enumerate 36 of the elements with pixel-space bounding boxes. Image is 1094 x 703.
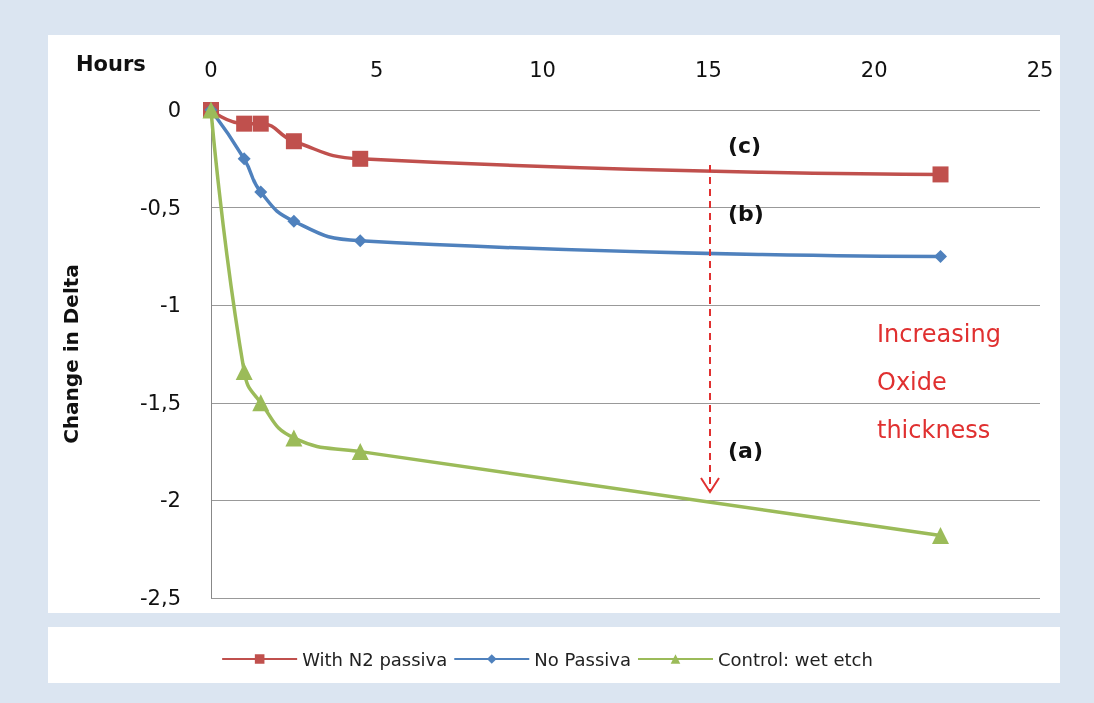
point xyxy=(287,214,301,228)
x-tick-label: 25 xyxy=(1026,57,1054,82)
y-axis-title: Change in Delta xyxy=(59,264,83,444)
y-tick-label: -0,5 xyxy=(140,195,181,220)
legend-label: Control: wet etch xyxy=(717,648,873,670)
x-tick-label: 0 xyxy=(204,57,218,82)
point xyxy=(254,185,268,199)
y-tick-label: -2 xyxy=(160,488,181,513)
legend-label: No Passiva xyxy=(534,648,631,670)
y-tick-label: -2,5 xyxy=(140,586,181,610)
point xyxy=(285,429,303,447)
point xyxy=(236,115,253,132)
point xyxy=(352,150,369,167)
point xyxy=(932,527,950,545)
point xyxy=(285,133,302,150)
annotation: (b) xyxy=(728,200,764,226)
x-tick-label: 10 xyxy=(529,57,556,82)
y-tick-label: -1,5 xyxy=(140,390,181,415)
annotation: (a) xyxy=(728,437,763,463)
legend-label: With N2 passiva xyxy=(302,648,448,670)
point xyxy=(252,115,269,132)
point xyxy=(235,363,253,381)
annotation: Increasing Oxide thickness xyxy=(877,320,1001,444)
x-tick-label: 20 xyxy=(860,57,888,82)
point xyxy=(353,234,367,248)
x-axis-title: Hours xyxy=(76,51,146,76)
x-tick-label: 15 xyxy=(695,57,722,82)
point xyxy=(932,166,949,183)
y-tick-label: -1 xyxy=(160,293,181,318)
point xyxy=(934,249,948,263)
annotation: (c) xyxy=(728,132,762,158)
y-tick-label: 0 xyxy=(167,98,181,122)
point xyxy=(351,443,369,461)
point xyxy=(237,152,251,166)
x-tick-label: 5 xyxy=(370,57,384,82)
point xyxy=(252,394,270,412)
